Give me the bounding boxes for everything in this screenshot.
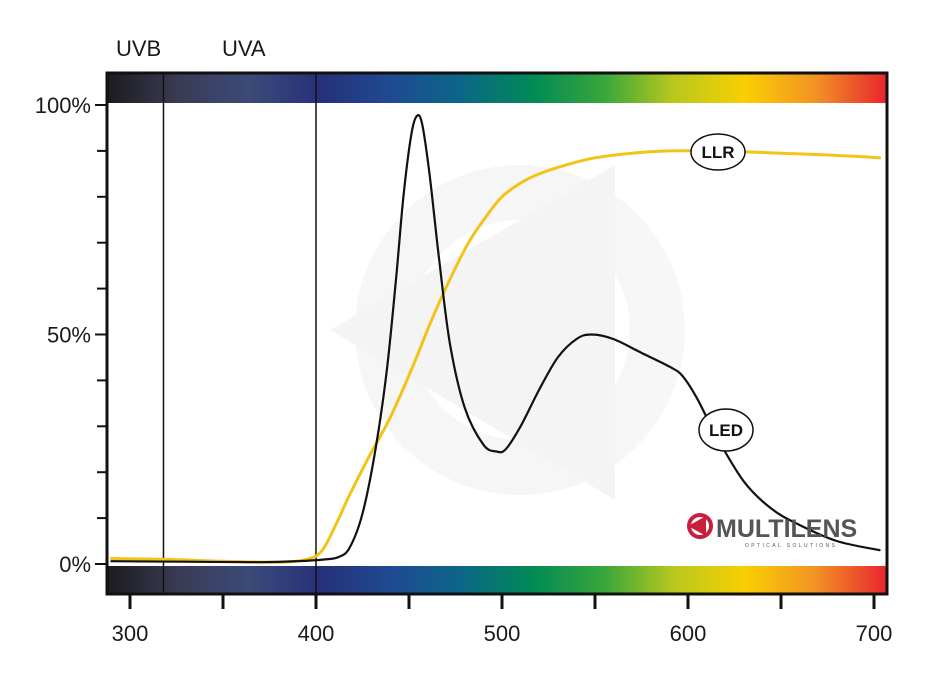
watermark-logo xyxy=(330,165,685,500)
y-axis: 0% 50% 100% xyxy=(35,93,107,577)
x-axis: 300 400 500 600 700 xyxy=(112,594,893,646)
led-label-badge: LED xyxy=(698,408,754,452)
uva-label: UVA xyxy=(222,36,266,61)
x-tick-label-400: 400 xyxy=(298,621,335,646)
llr-label-badge: LLR xyxy=(690,133,746,171)
series-line-led xyxy=(110,114,881,564)
x-tick-label-300: 300 xyxy=(112,621,149,646)
x-tick-label-500: 500 xyxy=(484,621,521,646)
y-tick-label-0: 0% xyxy=(59,552,91,577)
llr-label: LLR xyxy=(701,143,734,162)
logo-name: MULTILENS xyxy=(716,515,857,543)
logo-tagline: OPTICAL SOLUTIONS xyxy=(745,543,837,549)
logo-mark-icon xyxy=(687,513,713,539)
x-tick-label-700: 700 xyxy=(856,621,893,646)
multilens-logo: MULTILENS OPTICAL SOLUTIONS xyxy=(687,513,857,549)
led-label: LED xyxy=(709,421,743,440)
uvb-label: UVB xyxy=(116,36,161,61)
x-tick-label-600: 600 xyxy=(670,621,707,646)
y-tick-label-100: 100% xyxy=(35,93,91,118)
y-tick-label-50: 50% xyxy=(47,323,91,348)
bottom-spectrum-bar xyxy=(108,566,886,594)
top-spectrum-bar xyxy=(108,73,886,103)
